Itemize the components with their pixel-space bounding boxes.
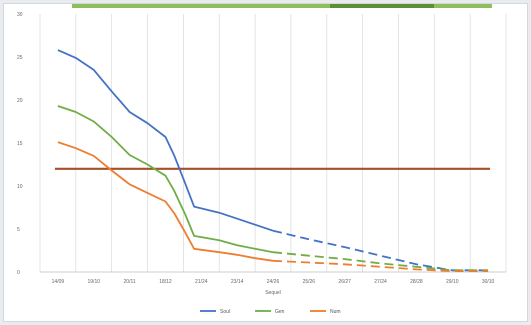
y-tick-label: 5 [17, 227, 20, 233]
legend-label-soul: Soul [220, 309, 230, 315]
x-tick-label: 27/24 [374, 279, 387, 285]
y-tick-label: 25 [17, 55, 23, 61]
x-axis-title: Sequel [265, 290, 281, 296]
series-line-soul [57, 49, 274, 232]
header-accent-bar-end [434, 4, 492, 8]
series-line-num [57, 141, 274, 262]
legend-label-gen: Gen [275, 309, 285, 315]
x-tick-label: 19/10 [88, 279, 101, 285]
y-tick-label: 15 [17, 141, 23, 147]
y-tick-label: 0 [17, 270, 20, 276]
y-tick-label: 30 [17, 12, 23, 18]
x-tick-label: 20/11 [124, 279, 136, 285]
x-tick-label: 29/10 [446, 279, 459, 285]
x-tick-label: 26/27 [338, 279, 351, 285]
y-tick-label: 10 [17, 184, 23, 190]
series-forecast-line-soul [272, 229, 489, 272]
x-tick-label: 28/28 [410, 279, 423, 285]
series-forecast-line-gen [272, 251, 489, 272]
x-tick-label: 24/26 [267, 279, 280, 285]
x-tick-label: 23/14 [231, 279, 244, 285]
y-tick-label: 20 [17, 98, 23, 104]
chart-frame: 0 5 10 15 20 25 30 14/09 19/10 20/11 18/12 21/24 23/… [3, 3, 528, 322]
x-tick-label: 14/09 [52, 279, 65, 285]
legend-label-num: Num [330, 309, 341, 315]
header-accent-bar-dark [330, 4, 434, 8]
x-tick-label: 18/12 [159, 279, 172, 285]
x-tick-label: 25/26 [303, 279, 316, 285]
series-forecast-line-num [272, 259, 489, 273]
series-line-gen [57, 105, 274, 254]
x-tick-label: 30/10 [482, 279, 495, 285]
line-chart: 0 5 10 15 20 25 30 14/09 19/10 20/11 18/12 21/24 23/… [17, 12, 507, 315]
header-accent-bar [72, 4, 330, 8]
x-tick-label: 21/24 [195, 279, 208, 285]
